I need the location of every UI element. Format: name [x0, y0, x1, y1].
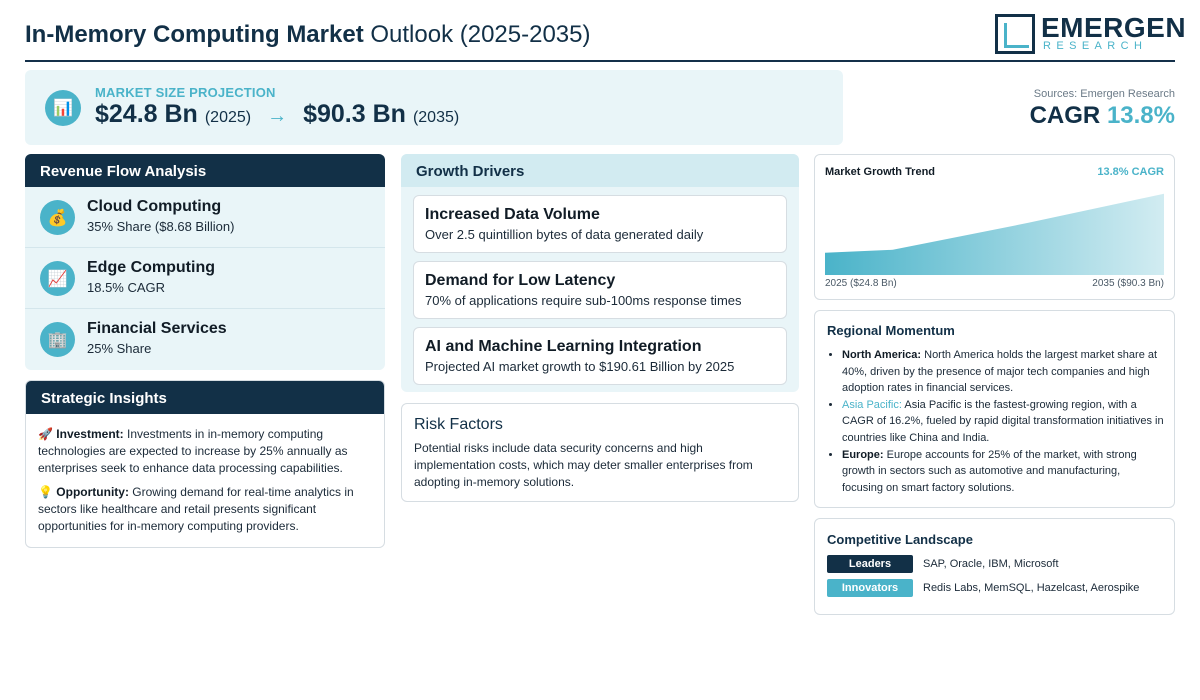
- driver-sub: Over 2.5 quintillion bytes of data gener…: [425, 227, 704, 242]
- driver-sub: Projected AI market growth to $190.61 Bi…: [425, 359, 735, 374]
- revenue-item-title: Edge Computing: [87, 259, 215, 276]
- insight-item: 🚀 Investment: Investments in in-memory c…: [38, 426, 372, 477]
- revenue-item: 📈 Edge Computing 18.5% CAGR: [25, 248, 385, 309]
- market-growth-trend-card: Market Growth Trend 13.8% CAGR 2025 ($24…: [814, 154, 1175, 300]
- region-text: North America holds the largest market s…: [842, 349, 1158, 395]
- region-text: Asia Pacific is the fastest-growing regi…: [842, 398, 1164, 444]
- revenue-item-title: Financial Services: [87, 320, 227, 337]
- innovators-badge: Innovators: [827, 579, 913, 597]
- page-title-bold: In-Memory Computing Market: [25, 21, 364, 48]
- arrow-right-icon: →: [267, 105, 288, 127]
- trend-end-label: 2035 ($90.3 Bn): [1092, 278, 1164, 289]
- revenue-item: 💰 Cloud Computing 35% Share ($8.68 Billi…: [25, 187, 385, 248]
- region-name: Europe:: [842, 448, 884, 461]
- risk-factors-text: Potential risks include data security co…: [414, 441, 753, 489]
- chart-up-icon: 📈: [40, 261, 75, 296]
- logo-mark-icon: [995, 14, 1035, 54]
- competitor-row: Innovators Redis Labs, MemSQL, Hazelcast…: [827, 579, 1139, 597]
- emergen-research-logo: EMERGEN RESEARCH: [995, 12, 1186, 56]
- strategic-insights-card: Strategic Insights 🚀 Investment: Investm…: [25, 380, 385, 548]
- insight-label: Opportunity:: [56, 485, 129, 499]
- growth-trend-chart: [825, 193, 1164, 275]
- projection-start-year: (2025): [204, 109, 252, 126]
- page-title: In-Memory Computing Market Outlook (2025…: [25, 21, 591, 49]
- region-text: Europe accounts for 25% of the market, w…: [842, 448, 1137, 494]
- region-item: Europe: Europe accounts for 25% of the m…: [842, 447, 1164, 497]
- driver-sub: 70% of applications require sub-100ms re…: [425, 293, 742, 308]
- bar-chart-icon: 📊: [45, 90, 81, 126]
- competitive-landscape-card: Competitive Landscape Leaders SAP, Oracl…: [814, 518, 1175, 615]
- cagr-label: CAGR: [1029, 102, 1101, 129]
- projection-label: MARKET SIZE PROJECTION: [95, 85, 276, 100]
- driver-item: Demand for Low Latency 70% of applicatio…: [413, 261, 787, 319]
- lightbulb-icon: 💡: [38, 485, 53, 499]
- driver-item: Increased Data Volume Over 2.5 quintilli…: [413, 195, 787, 253]
- logo-name: EMERGEN: [1041, 12, 1187, 43]
- trend-start-label: 2025 ($24.8 Bn): [825, 278, 897, 289]
- driver-item: AI and Machine Learning Integration Proj…: [413, 327, 787, 385]
- sources-text: Sources: Emergen Research: [1033, 88, 1175, 100]
- insight-text: Investments in in-memory computing techn…: [38, 427, 348, 475]
- region-name: Asia Pacific:: [842, 398, 902, 411]
- region-item: North America: North America holds the l…: [842, 347, 1164, 397]
- growth-trend-area: [825, 193, 1164, 275]
- trend-title: Market Growth Trend: [825, 166, 936, 178]
- revenue-item-sub: 25% Share: [87, 341, 152, 356]
- insight-item: 💡 Opportunity: Growing demand for real-t…: [38, 484, 372, 535]
- strategic-insights-heading: Strategic Insights: [26, 381, 384, 414]
- building-icon: 🏢: [40, 322, 75, 357]
- driver-title: Demand for Low Latency: [425, 272, 616, 289]
- page-title-rest: Outlook (2025-2035): [370, 21, 591, 48]
- revenue-item-sub: 18.5% CAGR: [87, 280, 166, 295]
- cagr-number: 13.8%: [1106, 102, 1175, 129]
- revenue-flow-heading: Revenue Flow Analysis: [25, 154, 385, 187]
- projection-values: $24.8 Bn (2025) → $90.3 Bn (2035): [95, 100, 459, 129]
- driver-title: Increased Data Volume: [425, 206, 600, 223]
- projection-end-value: $90.3 Bn: [303, 100, 406, 128]
- risk-factors-heading: Risk Factors: [414, 416, 503, 433]
- trend-cagr: 13.8% CAGR: [1097, 166, 1164, 178]
- regional-momentum-heading: Regional Momentum: [827, 323, 955, 338]
- regional-list: North America: North America holds the l…: [842, 347, 1164, 496]
- cagr-summary: Sources: Emergen Research CAGR 13.8%: [1030, 88, 1175, 130]
- cagr-value: CAGR 13.8%: [1030, 102, 1175, 130]
- logo-sub: RESEARCH: [1043, 40, 1148, 52]
- projection-start-value: $24.8 Bn: [95, 100, 198, 128]
- revenue-item: 🏢 Financial Services 25% Share: [25, 309, 385, 370]
- region-item: Asia Pacific: Asia Pacific is the fastes…: [842, 397, 1164, 447]
- revenue-item-title: Cloud Computing: [87, 198, 222, 215]
- driver-title: AI and Machine Learning Integration: [425, 338, 702, 355]
- growth-drivers-card: Growth Drivers Increased Data Volume Ove…: [401, 154, 799, 392]
- competitor-names: Redis Labs, MemSQL, Hazelcast, Aerospike: [923, 582, 1140, 594]
- region-name: North America:: [842, 349, 922, 361]
- revenue-item-sub: 35% Share ($8.68 Billion): [87, 219, 235, 234]
- leaders-badge: Leaders: [827, 555, 913, 573]
- market-size-projection: 📊 MARKET SIZE PROJECTION $24.8 Bn (2025)…: [25, 70, 843, 145]
- competitor-names: SAP, Oracle, IBM, Microsoft: [923, 558, 1059, 570]
- projection-end-year: (2035): [412, 109, 460, 126]
- insight-label: Investment:: [56, 427, 124, 441]
- money-bag-icon: 💰: [40, 200, 75, 235]
- rocket-icon: 🚀: [38, 427, 53, 441]
- risk-factors-card: Risk Factors Potential risks include dat…: [401, 403, 799, 502]
- revenue-flow-card: Revenue Flow Analysis 💰 Cloud Computing …: [25, 154, 385, 370]
- competitor-row: Leaders SAP, Oracle, IBM, Microsoft: [827, 555, 1059, 573]
- regional-momentum-card: Regional Momentum North America: North A…: [814, 310, 1175, 508]
- page-header: In-Memory Computing Market Outlook (2025…: [25, 12, 1186, 62]
- competitive-landscape-heading: Competitive Landscape: [827, 532, 973, 547]
- insights-body: 🚀 Investment: Investments in in-memory c…: [26, 414, 384, 547]
- insight-text: Growing demand for real-time analytics i…: [38, 485, 354, 533]
- growth-drivers-heading: Growth Drivers: [401, 154, 799, 187]
